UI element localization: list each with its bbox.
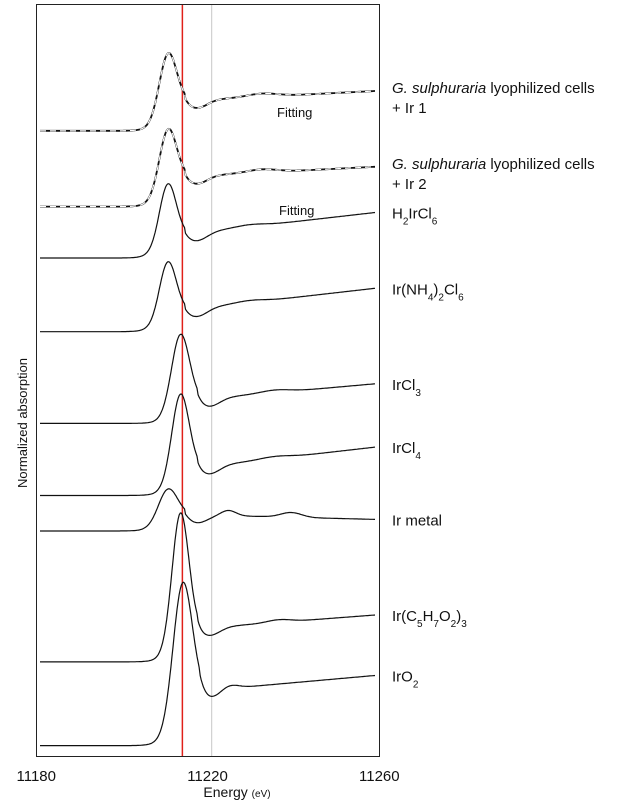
fitting-label: Fitting xyxy=(279,203,314,218)
spectrum-line xyxy=(40,52,375,132)
label-subscript: 7 xyxy=(433,619,439,630)
label-text: Cl xyxy=(444,281,458,298)
spectra-traces xyxy=(40,52,376,747)
x-tick-label: 11260 xyxy=(359,768,400,785)
spectrum-line xyxy=(40,261,376,333)
label-subscript: 2 xyxy=(403,216,409,227)
label-text: IrCl xyxy=(392,377,415,394)
label-subscript: 6 xyxy=(432,216,438,227)
x-tick-label: 11180 xyxy=(17,768,57,785)
series-label-italic: G. sulphuraria xyxy=(392,80,486,97)
spectrum-line xyxy=(40,183,376,259)
label-subscript: 3 xyxy=(415,387,421,398)
fitting-label: Fitting xyxy=(277,105,312,120)
spectrum-line xyxy=(40,127,375,208)
label-text: IrCl xyxy=(392,440,415,457)
series-label: Ir(NH4)2Cl6 xyxy=(392,281,464,303)
spectrum-line xyxy=(40,512,376,663)
label-text: ) xyxy=(456,608,461,625)
plot-frame xyxy=(36,4,380,757)
series-label: H2IrCl6 xyxy=(392,205,438,227)
series-label: Ir metal xyxy=(392,512,442,529)
fit-line xyxy=(40,52,375,132)
label-text: ) xyxy=(433,281,438,298)
spectrum-line xyxy=(40,333,376,424)
label-text: Ir(NH xyxy=(392,281,428,298)
x-axis-unit: (eV) xyxy=(252,789,271,800)
x-tick-label: 11220 xyxy=(187,768,228,785)
label-text: Ir(C xyxy=(392,608,417,625)
spectrum-line xyxy=(40,581,376,747)
label-subscript: 3 xyxy=(461,619,467,630)
spectrum-line xyxy=(40,488,375,532)
label-text: IrO xyxy=(392,668,413,685)
label-text: O xyxy=(439,608,451,625)
series-label-rest: lyophilized cells xyxy=(486,80,594,97)
label-subscript: 6 xyxy=(458,292,464,303)
series-label: IrO2 xyxy=(392,668,419,690)
label-text: IrCl xyxy=(408,205,431,222)
label-subscript: 5 xyxy=(417,619,423,630)
series-label-rest: lyophilized cells xyxy=(486,156,594,173)
label-subscript: 4 xyxy=(415,451,421,462)
label-subscript: 2 xyxy=(451,619,457,630)
series-label-line2: + Ir 1 xyxy=(392,100,427,117)
label-subscript: 4 xyxy=(428,292,434,303)
x-axis-label-text: Energy xyxy=(203,784,247,800)
reference-lines xyxy=(181,5,213,756)
series-label: IrCl3 xyxy=(392,377,421,399)
series-labels: G. sulphuraria lyophilized cells + Ir 1 Fi… xyxy=(277,80,595,690)
series-label-line2: + Ir 2 xyxy=(392,176,427,193)
x-axis-label: Energy (eV) xyxy=(203,784,270,800)
fit-line xyxy=(40,128,375,208)
label-subscript: 2 xyxy=(413,679,419,690)
spectrum-line xyxy=(40,393,376,497)
series-label-italic: G. sulphuraria xyxy=(392,156,486,173)
series-label: G. sulphuraria lyophilized cells xyxy=(392,80,595,97)
label-text: H xyxy=(423,608,434,625)
series-label: IrCl4 xyxy=(392,440,421,462)
series-label: G. sulphuraria lyophilized cells xyxy=(392,156,595,173)
x-axis-ticks: 11180 11220 11260 xyxy=(17,768,400,785)
label-subscript: 2 xyxy=(438,292,444,303)
label-text: H xyxy=(392,205,403,222)
series-label: Ir(C5H7O2)3 xyxy=(392,608,467,630)
y-axis-label: Normalized absorption xyxy=(15,358,30,488)
